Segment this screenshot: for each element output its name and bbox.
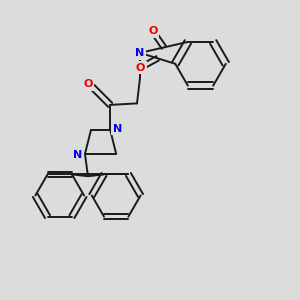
Text: O: O xyxy=(148,26,158,37)
Text: N: N xyxy=(113,124,122,134)
Text: O: O xyxy=(136,62,145,73)
Text: N: N xyxy=(135,48,145,58)
Text: N: N xyxy=(73,150,82,160)
Text: O: O xyxy=(83,79,93,89)
